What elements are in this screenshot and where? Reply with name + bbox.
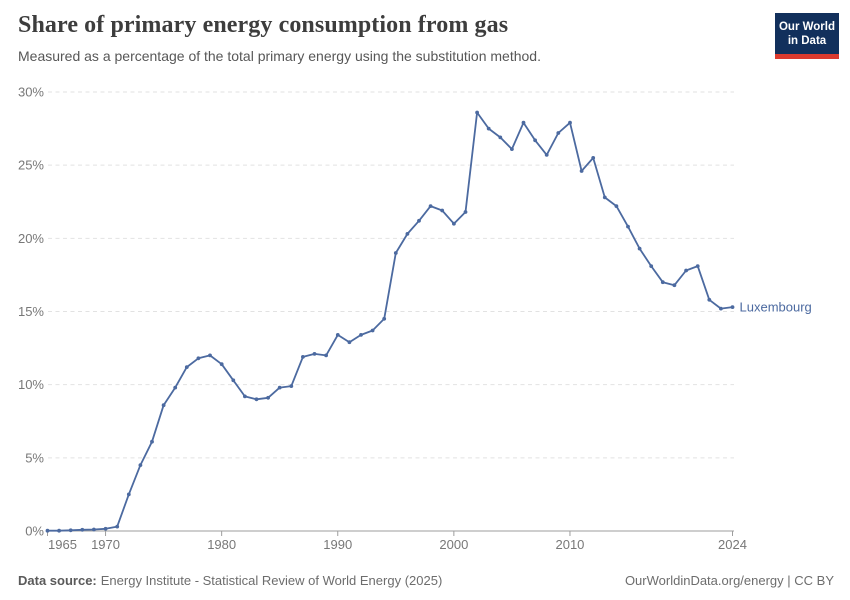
data-point-2021[interactable] bbox=[695, 264, 700, 268]
data-point-2015[interactable] bbox=[626, 224, 630, 229]
y-tick-label-25: 25% bbox=[18, 158, 44, 173]
data-point-1982[interactable] bbox=[243, 394, 247, 399]
data-point-1990[interactable] bbox=[335, 333, 340, 337]
line-chart[interactable]: 0% 5% 10% 15% 20% 25% 30% 1965 1970 1980 1990 2000 2… bbox=[0, 0, 850, 562]
data-point-1966[interactable] bbox=[57, 528, 61, 533]
data-point-1996[interactable] bbox=[405, 232, 410, 236]
x-tick-label-2000: 2000 bbox=[439, 537, 468, 552]
data-point-1991[interactable] bbox=[347, 340, 352, 345]
data-point-2011[interactable] bbox=[579, 169, 584, 173]
x-tick-label-1980: 1980 bbox=[207, 537, 236, 552]
data-point-2023[interactable] bbox=[719, 306, 723, 311]
data-point-1979[interactable] bbox=[208, 353, 212, 358]
data-point-2024[interactable] bbox=[730, 305, 735, 309]
data-source-text: Energy Institute - Statistical Review of… bbox=[100, 573, 443, 588]
data-point-2020[interactable] bbox=[684, 268, 688, 273]
data-point-1976[interactable] bbox=[173, 385, 178, 390]
data-point-1981[interactable] bbox=[231, 378, 236, 383]
data-point-1993[interactable] bbox=[370, 328, 375, 333]
y-tick-label-0: 0% bbox=[25, 524, 44, 539]
data-point-2016[interactable] bbox=[637, 246, 642, 251]
data-point-1995[interactable] bbox=[393, 251, 398, 255]
page-title: Share of primary energy consumption from… bbox=[18, 12, 509, 38]
data-point-1984[interactable] bbox=[266, 395, 270, 400]
data-point-2005[interactable] bbox=[510, 147, 514, 152]
data-point-1994[interactable] bbox=[382, 316, 387, 321]
data-point-1977[interactable] bbox=[184, 365, 189, 369]
chart-subtitle: Measured as a percentage of the total pr… bbox=[18, 48, 541, 64]
x-tick-label-1965: 1965 bbox=[48, 537, 77, 552]
x-tick-label-1990: 1990 bbox=[323, 537, 352, 552]
data-source-label: Data source: bbox=[18, 573, 97, 588]
data-point-1980[interactable] bbox=[219, 362, 224, 367]
x-tick-label-2024: 2024 bbox=[718, 537, 747, 552]
data-point-2004[interactable] bbox=[498, 135, 503, 140]
data-point-2014[interactable] bbox=[614, 204, 619, 209]
data-point-1971[interactable] bbox=[115, 524, 120, 529]
owid-logo-line1: Our World bbox=[778, 20, 835, 33]
data-point-1992[interactable] bbox=[359, 333, 363, 337]
data-point-2001[interactable] bbox=[463, 210, 468, 214]
data-point-2008[interactable] bbox=[544, 153, 549, 157]
series-end-label: Luxembourg bbox=[740, 300, 812, 315]
data-point-2010[interactable] bbox=[568, 120, 572, 125]
data-point-2012[interactable] bbox=[591, 156, 596, 160]
data-point-2003[interactable] bbox=[486, 126, 491, 131]
y-tick-label-20: 20% bbox=[18, 231, 44, 246]
attribution: OurWorldinData.org/energy | CC BY bbox=[624, 573, 834, 588]
data-point-2009[interactable] bbox=[556, 131, 561, 135]
data-point-2022[interactable] bbox=[707, 297, 712, 302]
data-point-1968[interactable] bbox=[80, 527, 85, 532]
data-point-1986[interactable] bbox=[289, 384, 294, 388]
data-point-1987[interactable] bbox=[301, 355, 305, 359]
data-point-1978[interactable] bbox=[196, 356, 201, 361]
chart-header: Share of primary energy consumption from… bbox=[18, 12, 730, 64]
data-point-2019[interactable] bbox=[672, 283, 677, 288]
y-tick-label-10: 10% bbox=[18, 377, 44, 392]
data-point-1988[interactable] bbox=[312, 352, 317, 356]
owid-logo-line2: in Data bbox=[787, 34, 827, 47]
data-point-2013[interactable] bbox=[602, 195, 607, 200]
data-point-1998[interactable] bbox=[428, 204, 433, 209]
data-point-1999[interactable] bbox=[440, 208, 445, 213]
data-point-1972[interactable] bbox=[126, 492, 131, 497]
series-line-luxembourg[interactable] bbox=[46, 111, 734, 532]
data-point-1967[interactable] bbox=[68, 528, 73, 533]
data-point-2007[interactable] bbox=[533, 138, 537, 143]
x-tick-label-1970: 1970 bbox=[91, 537, 120, 552]
y-tick-label-15: 15% bbox=[18, 304, 44, 319]
data-point-1973[interactable] bbox=[138, 463, 143, 467]
data-point-1983[interactable] bbox=[254, 397, 259, 402]
data-point-1997[interactable] bbox=[417, 218, 421, 223]
chart-footer: Data source: Energy Institute - Statistic… bbox=[18, 573, 834, 588]
owid-logo: Our World in Data bbox=[775, 13, 839, 59]
data-point-1974[interactable] bbox=[150, 439, 154, 444]
data-point-1970[interactable] bbox=[103, 526, 108, 531]
data-source: Data source: Energy Institute - Statistic… bbox=[18, 573, 442, 588]
data-point-2002[interactable] bbox=[475, 110, 479, 115]
data-point-2006[interactable] bbox=[521, 120, 526, 125]
y-tick-label-30: 30% bbox=[18, 85, 44, 100]
data-point-2018[interactable] bbox=[660, 280, 665, 285]
data-point-1975[interactable] bbox=[161, 403, 166, 408]
data-point-1985[interactable] bbox=[277, 385, 282, 390]
data-point-1989[interactable] bbox=[324, 353, 328, 358]
data-point-1965[interactable] bbox=[45, 528, 50, 533]
data-point-2017[interactable] bbox=[649, 264, 654, 268]
x-tick-label-2010: 2010 bbox=[555, 537, 584, 552]
y-tick-label-5: 5% bbox=[25, 450, 44, 465]
data-point-1969[interactable] bbox=[92, 527, 96, 532]
data-point-2000[interactable] bbox=[452, 221, 456, 226]
